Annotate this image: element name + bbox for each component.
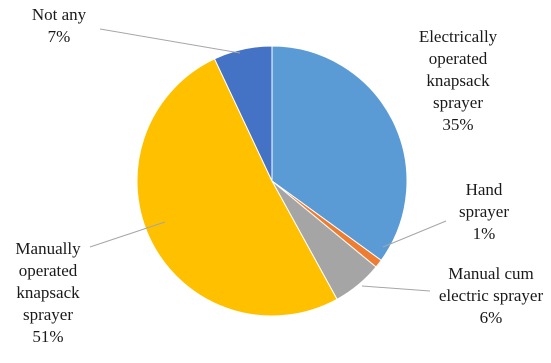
slice-label: Hand sprayer 1%: [459, 180, 509, 243]
leader-line: [382, 220, 447, 248]
slice-label: Electrically operated knapsack sprayer 35%: [419, 27, 498, 134]
labels-layer: Electrically operated knapsack sprayer 35% Ha…: [15, 5, 543, 346]
slice-label: Manual cum electric sprayer 6%: [439, 264, 544, 327]
slice-value-label: 35%: [442, 115, 473, 134]
leader-line: [361, 285, 431, 292]
slice-category-label: Manual cum: [448, 264, 533, 283]
slice-category-label: operated: [429, 49, 488, 68]
slice-category-label: Electrically: [419, 27, 498, 46]
slice-label: Manually operated knapsack sprayer 51%: [15, 239, 81, 346]
pie-slice: [271, 45, 408, 262]
leader-line: [99, 28, 241, 54]
slice-category-label: Manually: [15, 239, 81, 258]
pie-slice: [136, 58, 338, 317]
slices-layer: [136, 45, 408, 317]
slice-category-label: electric sprayer: [439, 286, 544, 305]
leader-line: [89, 221, 166, 248]
slice-value-label: 7%: [48, 27, 71, 46]
slice-category-label: knapsack: [426, 71, 490, 90]
slice-category-label: sprayer: [433, 93, 483, 112]
slice-category-label: operated: [19, 261, 78, 280]
slice-value-label: 1%: [473, 224, 496, 243]
slice-value-label: 51%: [32, 327, 63, 346]
pie-slice: [213, 45, 273, 182]
slice-category-label: knapsack: [16, 283, 80, 302]
slice-category-label: Not any: [32, 5, 87, 24]
slice-category-label: Hand: [466, 180, 503, 199]
leader-lines-layer: [89, 28, 447, 292]
slice-label: Not any 7%: [32, 5, 87, 46]
slice-category-label: sprayer: [459, 202, 509, 221]
slice-value-label: 6%: [480, 308, 503, 327]
slice-category-label: sprayer: [23, 305, 73, 324]
